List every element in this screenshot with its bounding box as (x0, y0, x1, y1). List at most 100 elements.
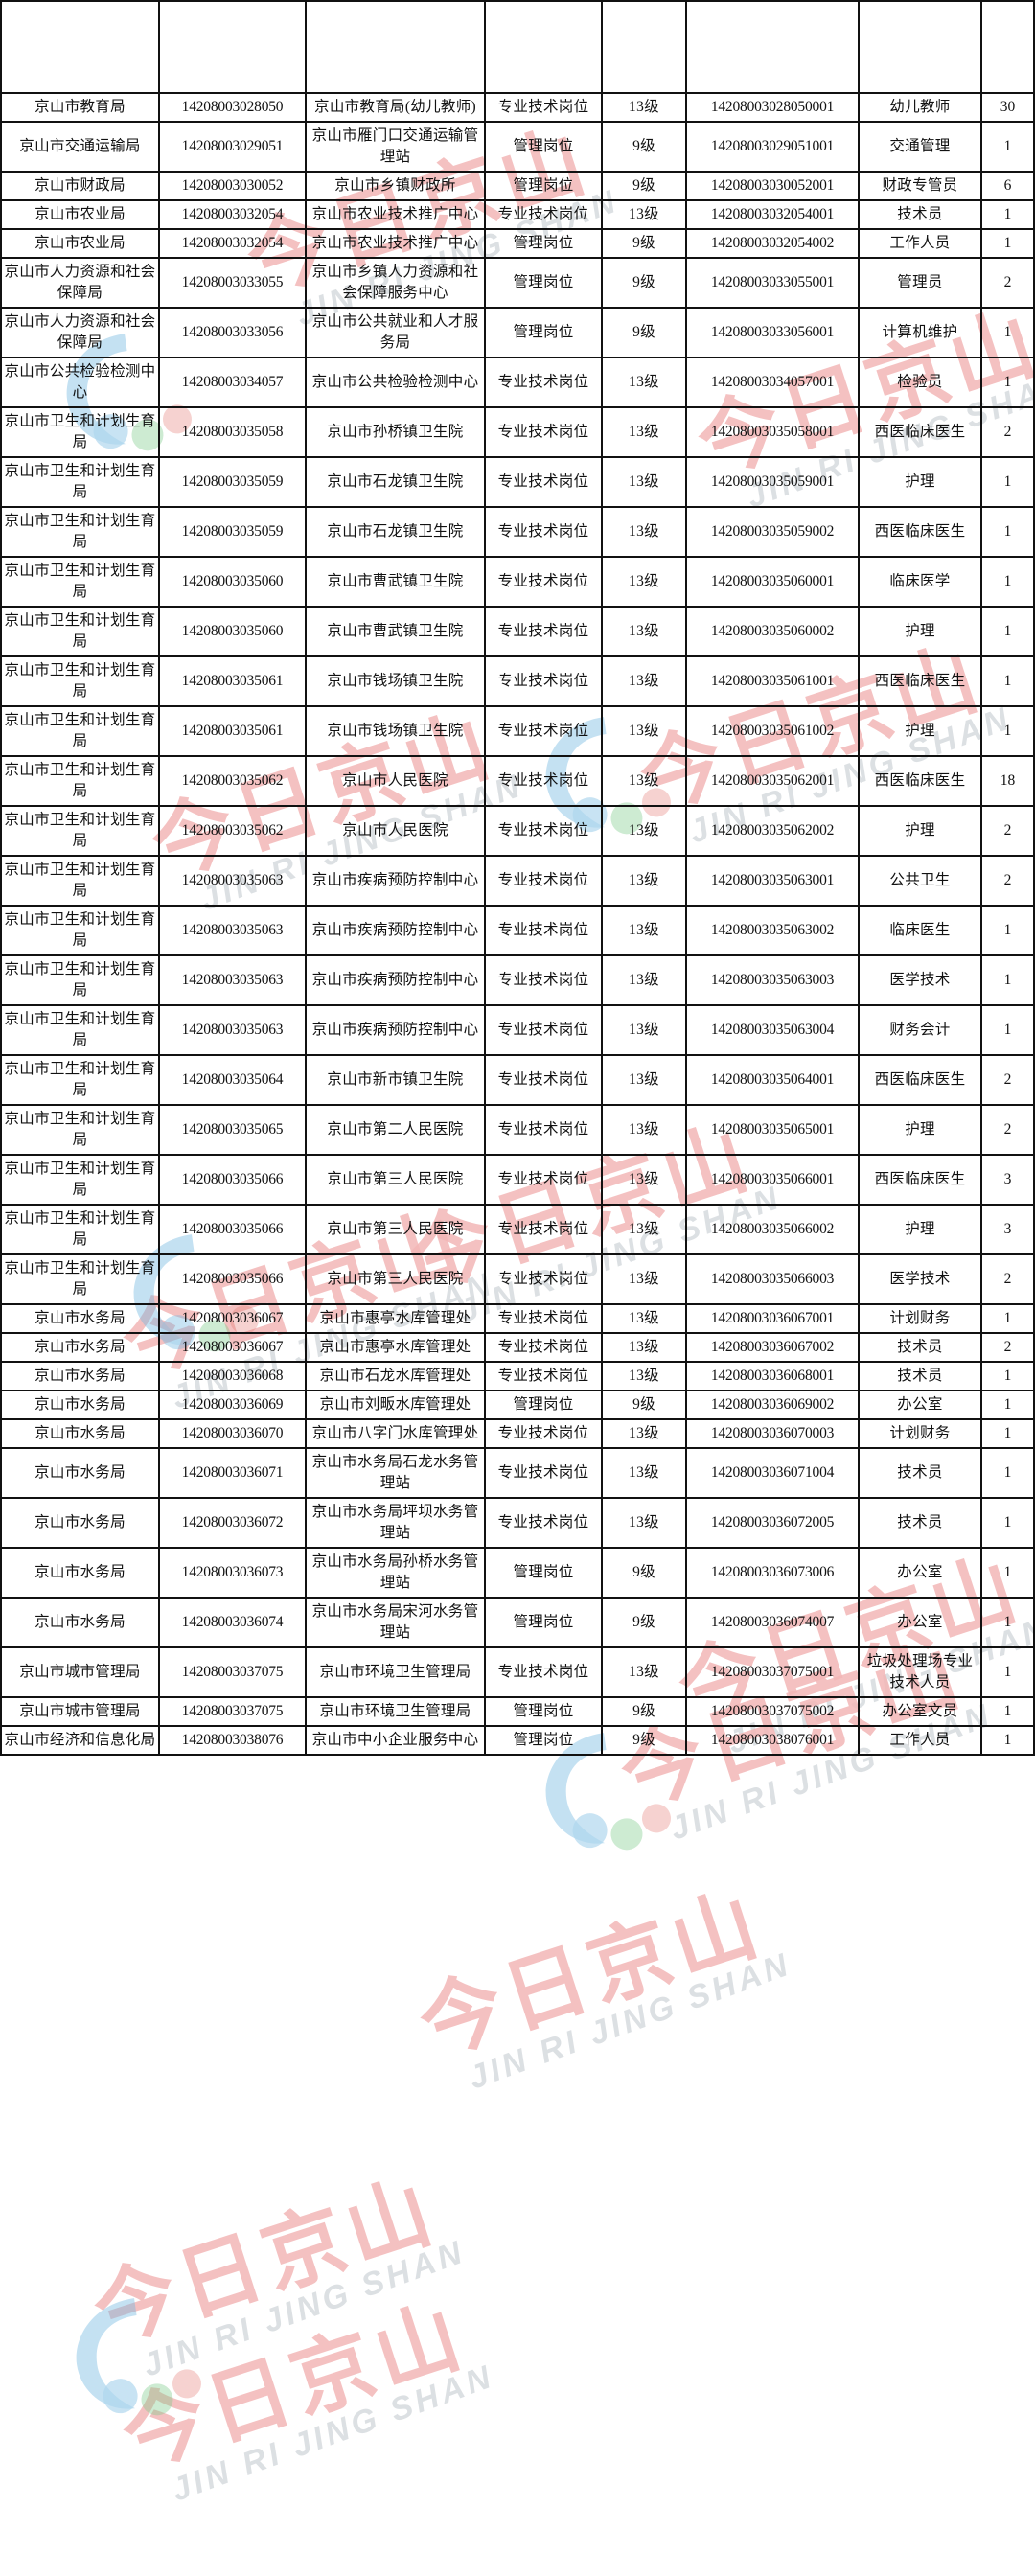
table-cell-post_level: 9级 (601, 171, 687, 201)
table-cell-authority: 京山市卫生和计划生育局 (0, 1154, 160, 1206)
table-cell-unit_name: 京山市水务局宋河水务管理站 (305, 1597, 486, 1648)
table-cell-post_type: 专业技术岗位 (484, 1303, 603, 1334)
table-row[interactable]: 京山市水务局 14208003036073 京山市水务局孙桥水务管理站 管理岗位 9级 1… (0, 1547, 1035, 1598)
table-row[interactable]: 京山市交通运输局 14208003029051 京山市雁门口交通运输管理站 管理岗位 9… (0, 121, 1035, 172)
table-cell-quantity: 2 (980, 1254, 1035, 1305)
table-cell-authority: 京山市水务局 (0, 1332, 160, 1363)
table-cell-post_name: 西医临床医生 (858, 755, 982, 807)
table-cell-post_name: 临床医学 (858, 556, 982, 608)
table-cell-post_level: 13级 (601, 1497, 687, 1549)
table-cell-post_level: 13级 (601, 1204, 687, 1255)
table-cell-post_name: 西医临床医生 (858, 406, 982, 458)
table-cell-post_level (601, 0, 687, 94)
table-row[interactable]: 京山市农业局 14208003032054 京山市农业技术推广中心 管理岗位 9级 142… (0, 228, 1035, 259)
table-row[interactable]: 京山市水务局 14208003036067 京山市惠亭水库管理处 专业技术岗位 13级 1… (0, 1332, 1035, 1363)
table-cell-post_code: 14208003038076001 (685, 1725, 860, 1756)
table-cell-unit_code: 14208003030052 (158, 171, 307, 201)
table-row[interactable]: 京山市人力资源和社会保障局 14208003033056 京山市公共就业和人才服务局… (0, 307, 1035, 358)
table-row[interactable]: 京山市卫生和计划生育局 14208003035066 京山市第三人民医院 专业技术岗位… (0, 1204, 1035, 1255)
table-row[interactable]: 京山市城市管理局 14208003037075 京山市环境卫生管理局 管理岗位 9级 14… (0, 1696, 1035, 1727)
table-cell-post_code: 14208003035062002 (685, 805, 860, 857)
table-cell-post_level: 13级 (601, 1104, 687, 1156)
table-cell-quantity: 1 (980, 1547, 1035, 1598)
table-cell-post_name: 护理 (858, 456, 982, 508)
table-cell-quantity: 1 (980, 1497, 1035, 1549)
table-cell-post_level: 9级 (601, 1696, 687, 1727)
table-row[interactable]: 京山市农业局 14208003032054 京山市农业技术推广中心 专业技术岗位 13级… (0, 199, 1035, 230)
table-cell-authority: 京山市经济和信息化局 (0, 1725, 160, 1756)
table-row[interactable]: 京山市经济和信息化局 14208003038076 京山市中小企业服务中心 管理岗位 9… (0, 1725, 1035, 1756)
table-row[interactable]: 京山市教育局 14208003028050 京山市教育局(幼儿教师) 专业技术岗位 13… (0, 92, 1035, 123)
table-row[interactable]: 京山市水务局 14208003036069 京山市刘畈水库管理处 管理岗位 9级 1420… (0, 1390, 1035, 1420)
table-row[interactable]: 京山市卫生和计划生育局 14208003035066 京山市第三人民医院 专业技术岗位… (0, 1254, 1035, 1305)
table-row[interactable]: 京山市水务局 14208003036072 京山市水务局坪坝水务管理站 专业技术岗位 1… (0, 1497, 1035, 1549)
table-row[interactable]: 京山市财政局 14208003030052 京山市乡镇财政所 管理岗位 9级 142080… (0, 171, 1035, 201)
table-cell-quantity: 1 (980, 228, 1035, 259)
table-cell-unit_name: 京山市刘畈水库管理处 (305, 1390, 486, 1420)
table-cell-quantity: 1 (980, 199, 1035, 230)
table-cell-unit_code: 14208003036074 (158, 1597, 307, 1648)
table-row[interactable]: 京山市公共检验检测中心 14208003034057 京山市公共检验检测中心 专业技术… (0, 356, 1035, 408)
table-row[interactable]: 京山市卫生和计划生育局 14208003035064 京山市新市镇卫生院 专业技术岗位… (0, 1054, 1035, 1106)
table-cell-post_code: 14208003035062001 (685, 755, 860, 807)
table-row[interactable]: 京山市卫生和计划生育局 14208003035066 京山市第三人民医院 专业技术岗位… (0, 1154, 1035, 1206)
table-row[interactable]: 京山市卫生和计划生育局 14208003035059 京山市石龙镇卫生院 专业技术岗位… (0, 506, 1035, 558)
table-cell-quantity: 2 (980, 1104, 1035, 1156)
table-cell-post_name: 临床医生 (858, 905, 982, 956)
table-cell-post_type: 管理岗位 (484, 171, 603, 201)
table-cell-post_name: 办公室 (858, 1597, 982, 1648)
table-cell-unit_name: 京山市疾病预防控制中心 (305, 855, 486, 907)
table-row[interactable]: 京山市城市管理局 14208003037075 京山市环境卫生管理局 专业技术岗位 13… (0, 1646, 1035, 1698)
table-cell-post_type: 管理岗位 (484, 1725, 603, 1756)
table-cell-quantity: 1 (980, 1004, 1035, 1056)
table-cell-unit_code: 14208003035060 (158, 606, 307, 657)
table-row[interactable]: 京山市人力资源和社会保障局 14208003033055 京山市乡镇人力资源和社会保… (0, 257, 1035, 309)
table-row[interactable]: 京山市卫生和计划生育局 14208003035061 京山市钱场镇卫生院 专业技术岗位… (0, 705, 1035, 757)
table-cell-post_code: 14208003035060001 (685, 556, 860, 608)
table-row[interactable]: 京山市卫生和计划生育局 14208003035065 京山市第二人民医院 专业技术岗位… (0, 1104, 1035, 1156)
table-cell-quantity: 18 (980, 755, 1035, 807)
table-cell-unit_code (158, 0, 307, 94)
table-cell-post_type: 专业技术岗位 (484, 1004, 603, 1056)
table-row[interactable]: 京山市卫生和计划生育局 14208003035062 京山市人民医院 专业技术岗位 13… (0, 805, 1035, 857)
table-cell-post_level: 13级 (601, 506, 687, 558)
table-cell-unit_code: 14208003028050 (158, 92, 307, 123)
table-row[interactable]: 京山市水务局 14208003036071 京山市水务局石龙水务管理站 专业技术岗位 1… (0, 1447, 1035, 1499)
table-cell-unit_name (305, 0, 486, 94)
table-row[interactable]: 京山市水务局 14208003036070 京山市八字门水库管理处 专业技术岗位 13级… (0, 1418, 1035, 1449)
table-cell-authority: 京山市卫生和计划生育局 (0, 456, 160, 508)
table-row[interactable]: 京山市卫生和计划生育局 14208003035059 京山市石龙镇卫生院 专业技术岗位… (0, 456, 1035, 508)
table-cell-unit_code: 14208003035066 (158, 1254, 307, 1305)
table-cell-post_name: 技术员 (858, 1497, 982, 1549)
table-cell-authority: 京山市卫生和计划生育局 (0, 506, 160, 558)
table-row[interactable]: 京山市卫生和计划生育局 14208003035060 京山市曹武镇卫生院 专业技术岗位… (0, 606, 1035, 657)
table-cell-quantity: 1 (980, 1390, 1035, 1420)
table-row[interactable]: 京山市卫生和计划生育局 14208003035063 京山市疾病预防控制中心 专业技术… (0, 954, 1035, 1006)
table-cell-quantity: 2 (980, 257, 1035, 309)
table-cell-unit_code: 14208003035062 (158, 805, 307, 857)
table-cell-unit_code: 14208003035061 (158, 705, 307, 757)
table-row[interactable]: 京山市水务局 14208003036068 京山市石龙水库管理处 专业技术岗位 13级 1… (0, 1361, 1035, 1392)
table-row[interactable]: 京山市水务局 14208003036067 京山市惠亭水库管理处 专业技术岗位 13级 1… (0, 1303, 1035, 1334)
table-row[interactable]: 京山市卫生和计划生育局 14208003035062 京山市人民医院 专业技术岗位 13… (0, 755, 1035, 807)
table-cell-post_type: 管理岗位 (484, 1390, 603, 1420)
table-cell-unit_name: 京山市疾病预防控制中心 (305, 954, 486, 1006)
table-row[interactable]: 京山市卫生和计划生育局 14208003035060 京山市曹武镇卫生院 专业技术岗位… (0, 556, 1035, 608)
table-cell-quantity: 1 (980, 656, 1035, 707)
table-cell-unit_name: 京山市第三人民医院 (305, 1154, 486, 1206)
table-cell-post_code: 14208003036069002 (685, 1390, 860, 1420)
table-row[interactable]: 京山市卫生和计划生育局 14208003035063 京山市疾病预防控制中心 专业技术… (0, 905, 1035, 956)
table-row[interactable]: 京山市卫生和计划生育局 14208003035061 京山市钱场镇卫生院 专业技术岗位… (0, 656, 1035, 707)
table-row[interactable]: 京山市水务局 14208003036074 京山市水务局宋河水务管理站 管理岗位 9级 1… (0, 1597, 1035, 1648)
table-cell-post_code: 14208003037075002 (685, 1696, 860, 1727)
table-cell-authority: 京山市卫生和计划生育局 (0, 705, 160, 757)
table-row[interactable]: 京山市卫生和计划生育局 14208003035058 京山市孙桥镇卫生院 专业技术岗位… (0, 406, 1035, 458)
table-row[interactable]: 京山市卫生和计划生育局 14208003035063 京山市疾病预防控制中心 专业技术… (0, 1004, 1035, 1056)
table-cell-unit_code: 14208003035058 (158, 406, 307, 458)
table-cell-post_type: 专业技术岗位 (484, 755, 603, 807)
table-cell-authority: 京山市水务局 (0, 1497, 160, 1549)
table-cell-quantity: 3 (980, 1204, 1035, 1255)
table-cell-post_code: 14208003035066002 (685, 1204, 860, 1255)
table-row[interactable]: 京山市卫生和计划生育局 14208003035063 京山市疾病预防控制中心 专业技术… (0, 855, 1035, 907)
table-cell-post_code: 14208003036067002 (685, 1332, 860, 1363)
